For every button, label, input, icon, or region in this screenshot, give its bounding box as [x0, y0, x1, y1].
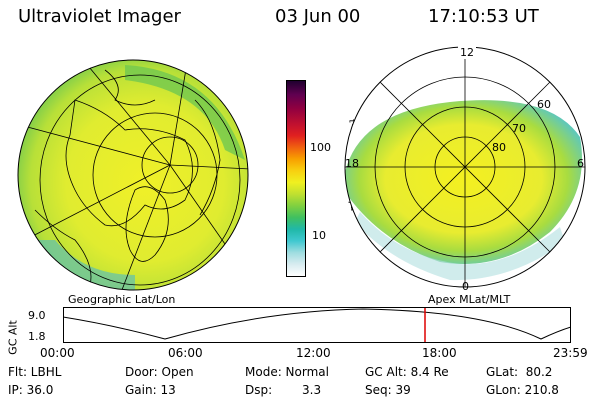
- ip-info: IP: 36.0: [8, 383, 54, 397]
- glat-info: GLat: 80.2: [486, 365, 553, 379]
- instrument-title: Ultraviolet Imager: [18, 6, 181, 27]
- mlat-label-60: 60: [537, 98, 551, 111]
- dsp-label: Dsp:: [245, 383, 273, 397]
- y-tick-1-8: 1.8: [28, 330, 46, 343]
- header-time: 17:10:53 UT: [428, 6, 539, 27]
- apex-caption: Apex MLat/MLT: [428, 293, 511, 306]
- colorbar: [286, 80, 306, 277]
- x-tick-1200: 12:00: [296, 346, 331, 360]
- mlt-label-0: 0: [462, 280, 469, 293]
- colorbar-tick-100: 100: [310, 141, 331, 154]
- y-tick-9: 9.0: [28, 309, 46, 322]
- x-tick-1800: 18:00: [422, 346, 457, 360]
- altitude-curve: [63, 308, 571, 340]
- timeline-axis-title: GC Alt: [6, 320, 20, 355]
- colorbar-tick-10: 10: [312, 229, 326, 242]
- seq-info: Seq: 39: [365, 383, 411, 397]
- mode-info: Mode: Normal: [245, 365, 329, 379]
- apex-map: [344, 46, 586, 288]
- gain-info: Gain: 13: [125, 383, 176, 397]
- geographic-caption: Geographic Lat/Lon: [68, 293, 176, 306]
- mlat-label-80: 80: [492, 141, 506, 154]
- greenland-outline: [125, 186, 169, 262]
- x-tick-0600: 06:00: [168, 346, 203, 360]
- mlt-label-12: 12: [458, 46, 476, 59]
- door-info: Door: Open: [125, 365, 194, 379]
- filter-info: Flt: LBHL: [8, 365, 62, 379]
- geographic-map: [17, 59, 249, 291]
- x-tick-0000: 00:00: [40, 346, 75, 360]
- x-tick-2359: 23:59: [553, 346, 588, 360]
- aurora-oval: [345, 100, 582, 264]
- mlt-label-6: 6: [577, 157, 584, 170]
- glon-info: GLon: 210.8: [486, 383, 559, 397]
- dsp-value: 3.3: [302, 383, 322, 397]
- altitude-plot: [63, 307, 571, 343]
- header-date: 03 Jun 00: [275, 6, 361, 27]
- continent-outline: [65, 99, 193, 227]
- mlat-label-70: 70: [512, 122, 526, 135]
- mlt-label-18: 18: [345, 157, 359, 170]
- gc-alt-info: GC Alt: 8.4 Re: [365, 365, 449, 379]
